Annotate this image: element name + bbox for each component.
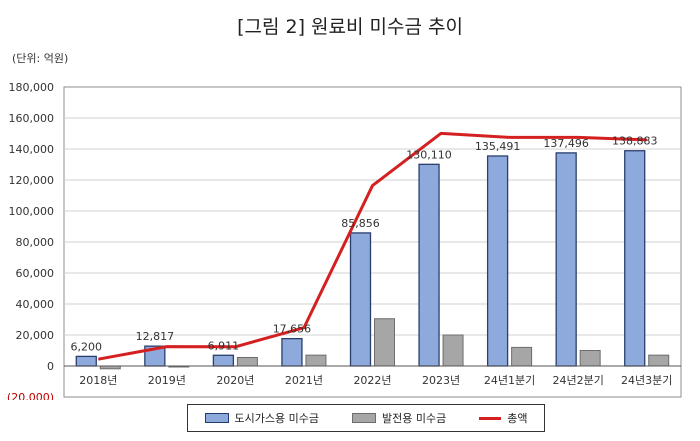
bar-city-gas <box>75 355 97 367</box>
bar-power <box>579 350 601 367</box>
total-line <box>98 131 647 361</box>
legend-swatch-city-gas <box>204 413 229 423</box>
data-label: 6,200 <box>71 340 103 353</box>
data-label: 130,110 <box>406 148 452 161</box>
data-label: 137,496 <box>543 137 589 150</box>
y-tick-label: 40,000 <box>16 298 55 311</box>
bar-city-gas <box>555 152 577 367</box>
x-tick-label: 2020년 <box>216 374 254 387</box>
x-tick-label: 2019년 <box>148 374 186 387</box>
data-label: 138,883 <box>612 135 658 148</box>
data-label: 85,856 <box>341 217 380 230</box>
x-tick-label: 24년1분기 <box>484 374 535 387</box>
y-axis-ticks: 180,000 160,000 140,000 120,000 100,000 80,00… <box>7 81 54 400</box>
data-label: 12,817 <box>136 330 175 343</box>
y-tick-label: 100,000 <box>9 205 55 218</box>
x-tick-label: 2018년 <box>79 374 117 387</box>
legend-item-power: 발전용 미수금 <box>351 410 447 426</box>
bar-city-gas <box>624 150 646 367</box>
bar-city-gas <box>418 163 440 367</box>
x-tick-label: 2022년 <box>353 374 391 387</box>
data-label: 6,911 <box>208 339 240 352</box>
y-tick-label: 160,000 <box>9 112 55 125</box>
legend-label-power: 발전용 미수금 <box>381 412 447 425</box>
bar-city-gas <box>281 337 303 367</box>
bar-city-gas <box>212 354 235 367</box>
x-tick-label: 24년3분기 <box>621 374 672 387</box>
total-series-line <box>98 131 647 361</box>
bar-power <box>374 318 395 367</box>
legend-item-city-gas: 도시가스용 미수금 <box>204 410 319 426</box>
x-tick-label: 24년2분기 <box>552 374 603 387</box>
chart-plot: 180,000 160,000 140,000 120,000 100,000 80,00… <box>7 81 682 400</box>
bar-power <box>648 354 670 367</box>
chart-title: [그림 2] 원료비 미수금 추이 <box>237 16 463 38</box>
y-tick-label: (20,000) <box>7 391 54 400</box>
bar-power <box>511 346 533 367</box>
bar-power <box>442 334 464 367</box>
x-tick-label: 2021년 <box>285 374 323 387</box>
y-tick-label: 20,000 <box>16 329 55 342</box>
x-axis-ticks: 2018년 2019년 2020년 2021년 2022년 2023년 24년1분기 24년2… <box>79 374 672 387</box>
bar-city-gas <box>349 232 372 367</box>
y-tick-label: 140,000 <box>9 143 55 156</box>
data-labels: 6,200 12,817 6,911 17,656 85,856 130,110 135,4… <box>71 135 658 354</box>
y-tick-label: 60,000 <box>16 267 55 280</box>
y-tick-label: 120,000 <box>9 174 55 187</box>
bar-power <box>305 354 327 367</box>
data-label: 17,656 <box>273 323 312 336</box>
bar-city-gas <box>486 155 509 367</box>
legend-item-total: 총액 <box>479 410 527 426</box>
legend-swatch-total <box>479 416 502 420</box>
y-tick-label: 0 <box>47 360 54 373</box>
unit-label: (단위: 억원) <box>12 52 69 65</box>
legend: 도시가스용 미수금 발전용 미수금 총액 <box>187 404 545 432</box>
legend-label-total: 총액 <box>507 412 528 425</box>
legend-swatch-power <box>351 413 376 423</box>
y-tick-label: 80,000 <box>16 236 55 249</box>
x-tick-label: 2023년 <box>422 374 460 387</box>
y-tick-label: 180,000 <box>9 81 55 94</box>
data-label: 135,491 <box>475 140 521 153</box>
gridlines <box>64 117 681 336</box>
bar-power <box>236 356 258 367</box>
legend-label-city-gas: 도시가스용 미수금 <box>234 412 319 425</box>
